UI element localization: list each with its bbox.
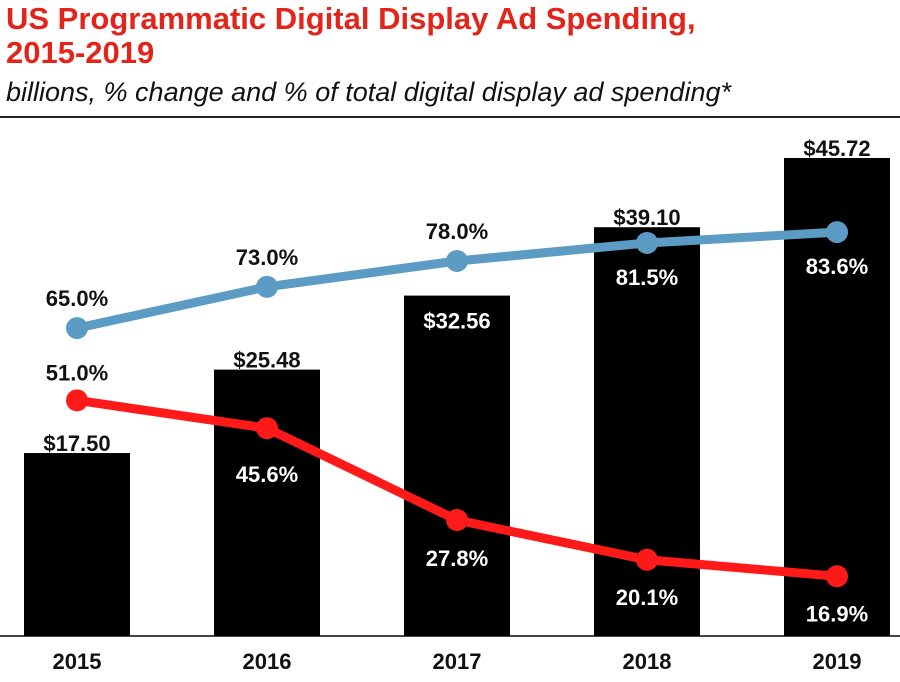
bar-value-label-2018: $39.10 xyxy=(613,205,680,230)
share-label-2017: 78.0% xyxy=(426,219,488,244)
share-point-2015 xyxy=(66,317,88,340)
label-group: $17.50 $25.48 $32.56 $39.10 $45.72 65.0% 73.0%… xyxy=(43,136,870,626)
chart-subtitle: billions, % change and % of total digita… xyxy=(6,77,731,107)
bar-2016 xyxy=(214,369,320,636)
pct-change-label-2017: 27.8% xyxy=(426,546,488,571)
share-point-2019 xyxy=(826,221,848,244)
share-point-2017 xyxy=(446,250,468,273)
x-tick-label-2016: 2016 xyxy=(243,649,292,674)
bar-value-label-2019: $45.72 xyxy=(803,136,870,161)
pct-change-label-2015: 51.0% xyxy=(46,360,108,385)
share-label-2018: 81.5% xyxy=(616,265,678,290)
bar-2015 xyxy=(24,453,130,636)
share-point-2018 xyxy=(636,231,658,254)
chart-title-line-1: US Programmatic Digital Display Ad Spend… xyxy=(6,1,696,36)
pct-change-label-2018: 20.1% xyxy=(616,585,678,610)
share-label-2015: 65.0% xyxy=(46,286,108,311)
chart-title-line-2: 2015-2019 xyxy=(6,35,155,70)
pct_change-point-2015 xyxy=(66,389,88,412)
pct_change-point-2016 xyxy=(256,417,278,440)
chart-title: US Programmatic Digital Display Ad Spend… xyxy=(6,2,886,70)
bar-value-label-2015: $17.50 xyxy=(43,431,110,456)
pct-change-label-2016: 45.6% xyxy=(236,462,298,487)
bar-value-label-2017: $32.56 xyxy=(423,309,490,334)
pct-change-label-2019: 16.9% xyxy=(806,601,868,626)
pct_change-point-2017 xyxy=(446,509,468,532)
x-tick-label-2018: 2018 xyxy=(623,649,672,674)
x-tick-label-2015: 2015 xyxy=(53,649,102,674)
x-tick-label-2019: 2019 xyxy=(813,649,862,674)
share-label-2016: 73.0% xyxy=(236,245,298,270)
x-tick-label-2017: 2017 xyxy=(433,649,482,674)
header-divider xyxy=(0,116,900,118)
pct_change-point-2018 xyxy=(636,548,658,571)
line-group xyxy=(66,221,848,588)
bar-value-label-2016: $25.48 xyxy=(233,348,300,373)
pct_change-point-2019 xyxy=(826,565,848,588)
bar-group xyxy=(24,158,890,636)
x-axis-ticks: 2015 2016 2017 2018 2019 xyxy=(53,649,862,674)
bar-2017 xyxy=(404,295,510,636)
share-label-2019: 83.6% xyxy=(806,254,868,279)
share-point-2016 xyxy=(256,275,278,298)
